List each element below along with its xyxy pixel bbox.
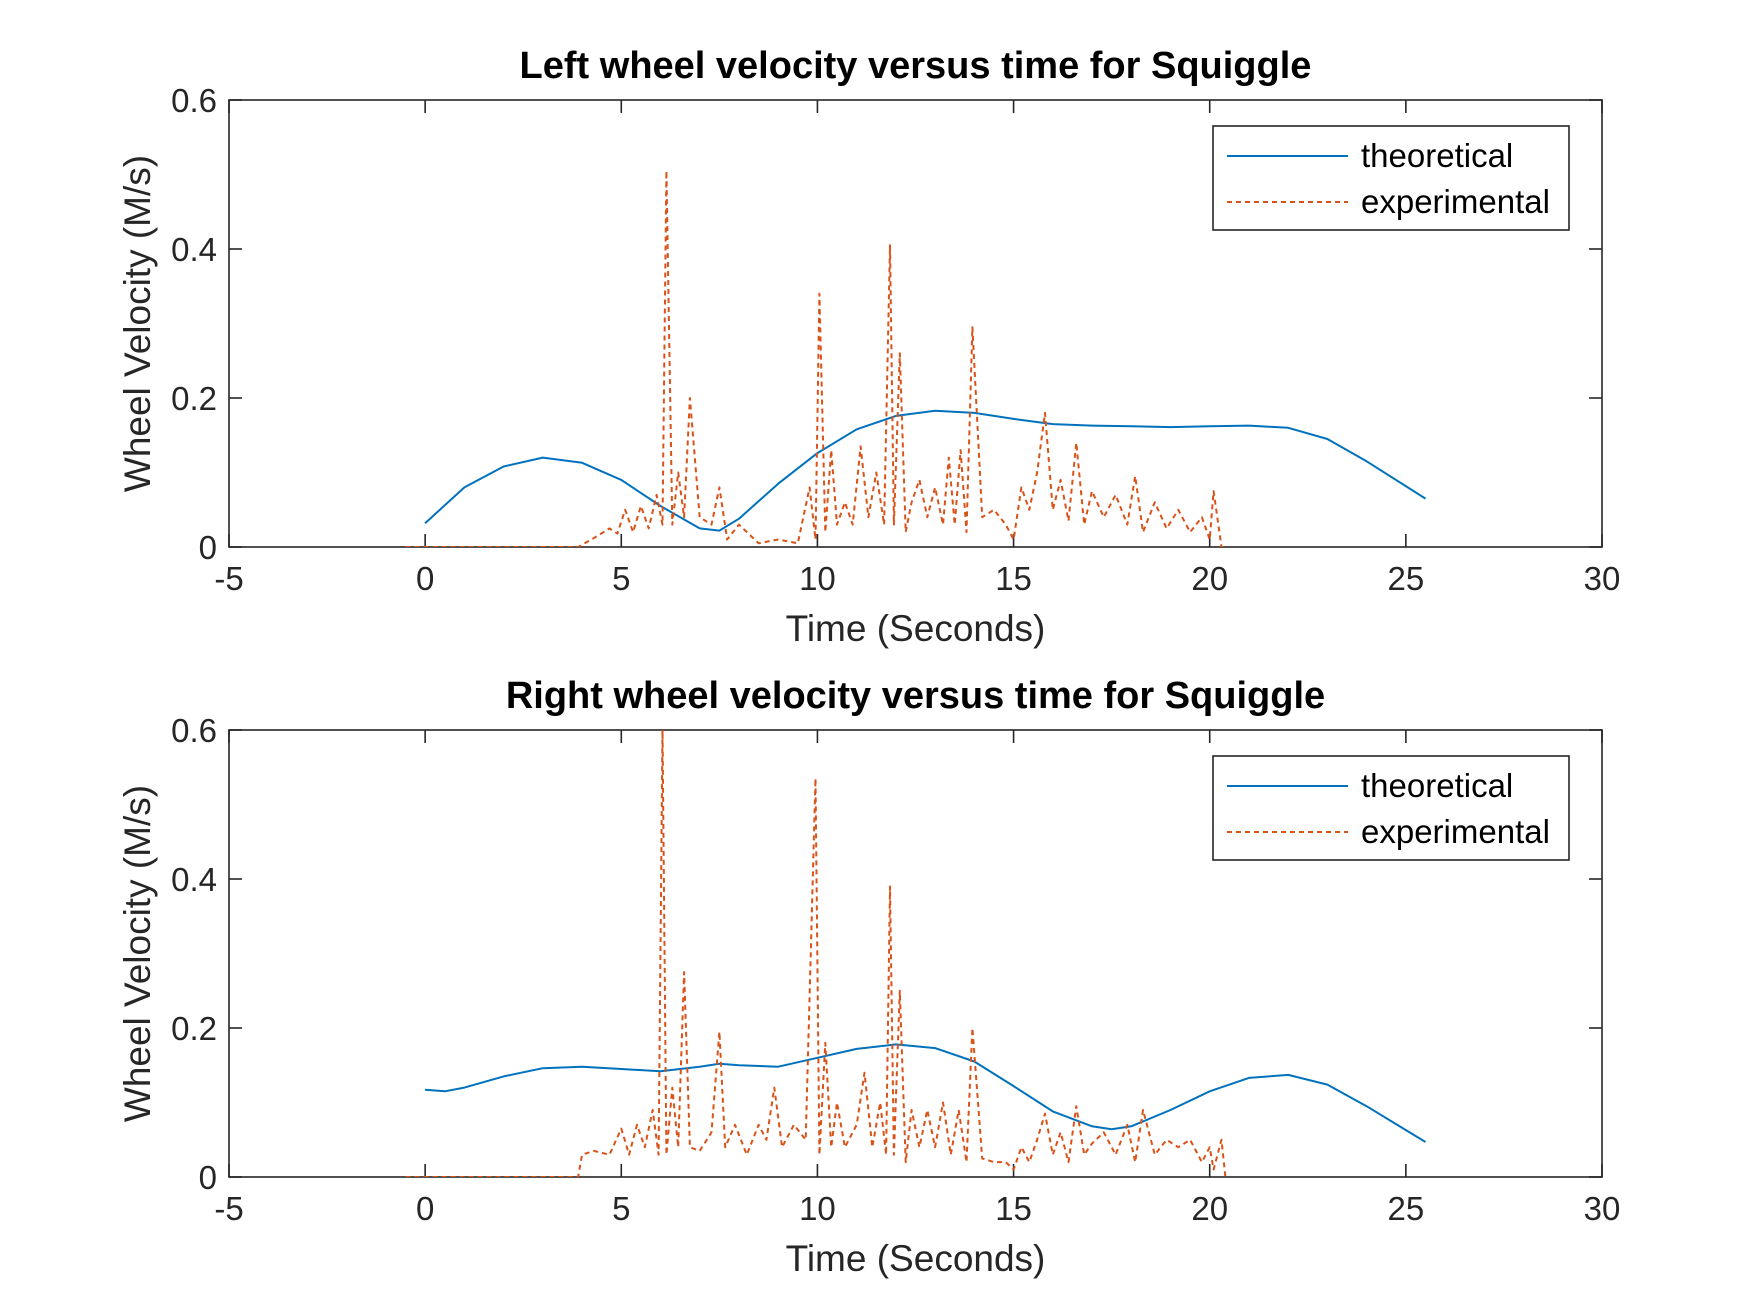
y-tick-label: 0.6 [171, 712, 217, 749]
y-tick-label: 0 [199, 1159, 217, 1196]
y-tick-label: 0.2 [171, 380, 217, 417]
y-axis-label: Wheel Velocity (M/s) [117, 785, 158, 1122]
chart-title: Right wheel velocity versus time for Squ… [506, 675, 1325, 717]
y-axis-label: Wheel Velocity (M/s) [117, 155, 158, 492]
y-tick-label: 0.4 [171, 231, 217, 268]
legend: theoretical experimental [1212, 125, 1570, 231]
x-tick-label: 5 [612, 560, 630, 597]
legend-label-experimental: experimental [1361, 183, 1550, 220]
x-tick-label: 0 [416, 560, 434, 597]
x-tick-label: 10 [799, 560, 836, 597]
y-tick-label: 0 [199, 529, 217, 566]
x-tick-label: 25 [1387, 560, 1424, 597]
y-tick-label: 0.2 [171, 1010, 217, 1047]
x-axis-label: Time (Seconds) [786, 608, 1046, 649]
y-tick-label: 0.4 [171, 861, 217, 898]
legend: theoretical experimental [1212, 755, 1570, 861]
x-tick-label: 10 [799, 1190, 836, 1227]
series-line-theoretical [424, 409, 1427, 532]
x-tick-label: 20 [1191, 560, 1228, 597]
series-line-theoretical [425, 1043, 1427, 1143]
legend-label-experimental: experimental [1361, 813, 1550, 850]
x-tick-label: 15 [995, 1190, 1032, 1227]
x-tick-label: 15 [995, 560, 1032, 597]
legend-label-theoretical: theoretical [1361, 137, 1513, 174]
x-tick-label: 25 [1387, 1190, 1424, 1227]
x-tick-label: 30 [1584, 1190, 1621, 1227]
y-tick-label: 0.6 [171, 82, 217, 119]
x-tick-label: 20 [1191, 1190, 1228, 1227]
x-tick-label: 0 [416, 1190, 434, 1227]
x-tick-label: -5 [214, 1190, 243, 1227]
legend-box [1212, 125, 1570, 231]
chart-title: Left wheel velocity versus time for Squi… [520, 45, 1312, 87]
x-tick-label: -5 [214, 560, 243, 597]
legend-label-theoretical: theoretical [1361, 767, 1513, 804]
series-line-experimental [405, 169, 1226, 547]
x-axis-label: Time (Seconds) [786, 1238, 1046, 1279]
x-tick-label: 30 [1584, 560, 1621, 597]
x-tick-label: 5 [612, 1190, 630, 1227]
legend-box [1212, 755, 1570, 861]
